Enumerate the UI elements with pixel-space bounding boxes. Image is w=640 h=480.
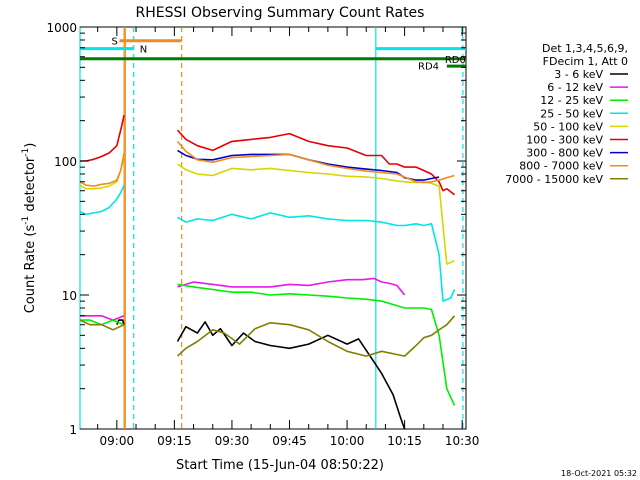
decimation-flag-label-2: RD0 xyxy=(445,55,466,66)
legend-header-line-1: Det 1,3,4,5,6,9, xyxy=(542,42,628,55)
legend-header-line-2: FDecim 1, Att 0 xyxy=(543,55,628,68)
y-tick-label: 1 xyxy=(69,423,77,437)
y-tick-label: 1000 xyxy=(46,21,77,35)
series-line-8 xyxy=(79,140,455,187)
y-axis-label-main: Count Rate (s xyxy=(23,225,38,314)
legend-label-7: 300 - 800 keV xyxy=(526,147,603,160)
saa-flag-label: S xyxy=(112,37,118,48)
annotation-layer: S N RD4 RD0 xyxy=(79,27,466,429)
axes-layer: 1 10 100 1000 09:00 09:15 09:30 09:45 10:00 10:15… xyxy=(46,21,479,448)
x-tick-label: 09:15 xyxy=(157,434,192,448)
legend: Det 1,3,4,5,6,9, FDecim 1, Att 0 3 - 6 k… xyxy=(505,42,628,186)
legend-label-9: 7000 - 15000 keV xyxy=(505,173,603,186)
legend-label-3: 12 - 25 keV xyxy=(540,94,603,107)
x-tick-label: 09:45 xyxy=(272,434,307,448)
series-line-2 xyxy=(80,277,406,321)
series-layer xyxy=(79,114,456,430)
night-flag-label: N xyxy=(140,45,147,56)
plot-frame xyxy=(79,26,467,430)
legend-label-1: 3 - 6 keV xyxy=(554,68,603,81)
decimation-flag-label: RD4 xyxy=(418,62,439,73)
legend-label-4: 25 - 50 keV xyxy=(540,107,603,120)
series-line-7 xyxy=(177,149,440,181)
legend-label-5: 50 - 100 keV xyxy=(533,120,603,133)
x-tick-label: 10:30 xyxy=(445,434,480,448)
x-tick-label: 10:15 xyxy=(387,434,422,448)
series-line-1 xyxy=(116,319,406,430)
y-axis-label-sup2: -1 xyxy=(21,148,31,157)
y-axis-label: Count Rate (s-1 detector-1) xyxy=(21,143,38,314)
x-axis-label: Start Time (15-Jun-04 08:50:22) xyxy=(176,458,384,473)
series-line-9 xyxy=(79,315,456,357)
legend-label-6: 100 - 300 keV xyxy=(526,134,603,147)
series-line-5 xyxy=(79,155,455,265)
legend-label-8: 800 - 7000 keV xyxy=(519,160,603,173)
y-tick-label: 100 xyxy=(54,155,77,169)
chart-title: RHESSI Observing Summary Count Rates xyxy=(136,5,425,21)
x-tick-label: 09:30 xyxy=(215,434,250,448)
y-axis-label-sup1: -1 xyxy=(21,216,31,225)
y-axis-label-mid: detector xyxy=(23,156,38,216)
y-axis-label-end: ) xyxy=(23,143,38,148)
legend-label-2: 6 - 12 keV xyxy=(547,81,603,94)
x-tick-label: 10:00 xyxy=(330,434,365,448)
series-line-4 xyxy=(79,184,456,302)
y-tick-label: 10 xyxy=(62,289,77,303)
x-tick-label: 09:00 xyxy=(100,434,135,448)
footer-date: 18-Oct-2021 05:32 xyxy=(561,469,637,478)
